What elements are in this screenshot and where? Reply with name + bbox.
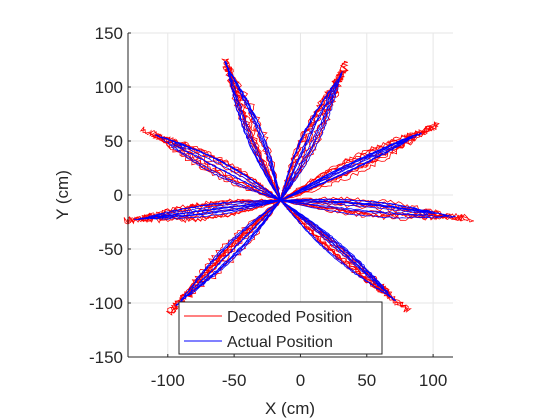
actual-trace-right <box>280 199 435 214</box>
y-tick-label: 50 <box>104 132 123 151</box>
actual-trace-up-left <box>227 69 282 201</box>
actual-trace-down-right <box>280 200 396 301</box>
legend-label-decoded: Decoded Position <box>227 309 352 326</box>
legend-box <box>178 301 383 355</box>
y-tick-label: -150 <box>89 348 123 367</box>
actual-trace-left-up <box>167 139 281 201</box>
y-axis-title: Y (cm) <box>53 170 72 220</box>
actual-trace-down-right <box>280 200 397 302</box>
tick-labels: -100 -50 0 50 100 -150 -100 -50 0 50 100 150 <box>89 24 447 390</box>
actual-position-series <box>134 61 456 307</box>
y-tick-label: 100 <box>95 78 123 97</box>
actual-trace-up-left <box>229 71 282 201</box>
actual-trace-down-left <box>175 200 281 307</box>
actual-trace-left <box>137 199 281 220</box>
actual-trace-left-up <box>173 142 281 201</box>
y-tick-label: -50 <box>98 240 123 259</box>
y-tick-label: 0 <box>114 186 123 205</box>
decoded-trace-left <box>123 198 281 225</box>
decoded-position-series <box>123 58 474 316</box>
decoded-trace-down-left <box>167 200 281 313</box>
actual-trace-up-right <box>279 71 344 201</box>
legend: Decoded Position Actual Position <box>178 301 383 355</box>
actual-trace-right-up <box>280 133 419 201</box>
decoded-trace-down-right <box>279 200 412 313</box>
actual-trace-right <box>280 200 456 219</box>
x-tick-label: 50 <box>357 371 376 390</box>
x-tick-label: -50 <box>222 371 247 390</box>
x-tick-label: -100 <box>151 371 185 390</box>
x-tick-label: 100 <box>419 371 447 390</box>
decoded-trace-right-up <box>280 120 439 202</box>
y-tick-label: 150 <box>95 24 123 43</box>
decoded-trace-right <box>280 200 468 222</box>
decoded-trace-right <box>280 199 463 221</box>
x-tick-label: 0 <box>296 371 305 390</box>
actual-trace-right-up <box>280 132 422 201</box>
y-tick-label: -100 <box>89 294 123 313</box>
actual-trace-right <box>280 199 429 216</box>
decoded-trace-down-right <box>280 199 408 313</box>
decoded-trace-right-up <box>280 122 440 201</box>
legend-label-actual: Actual Position <box>227 334 333 351</box>
actual-trace-up-right <box>280 82 338 201</box>
axes <box>127 32 453 358</box>
actual-trace-down-left <box>180 200 281 302</box>
x-axis-title: X (cm) <box>265 399 315 418</box>
